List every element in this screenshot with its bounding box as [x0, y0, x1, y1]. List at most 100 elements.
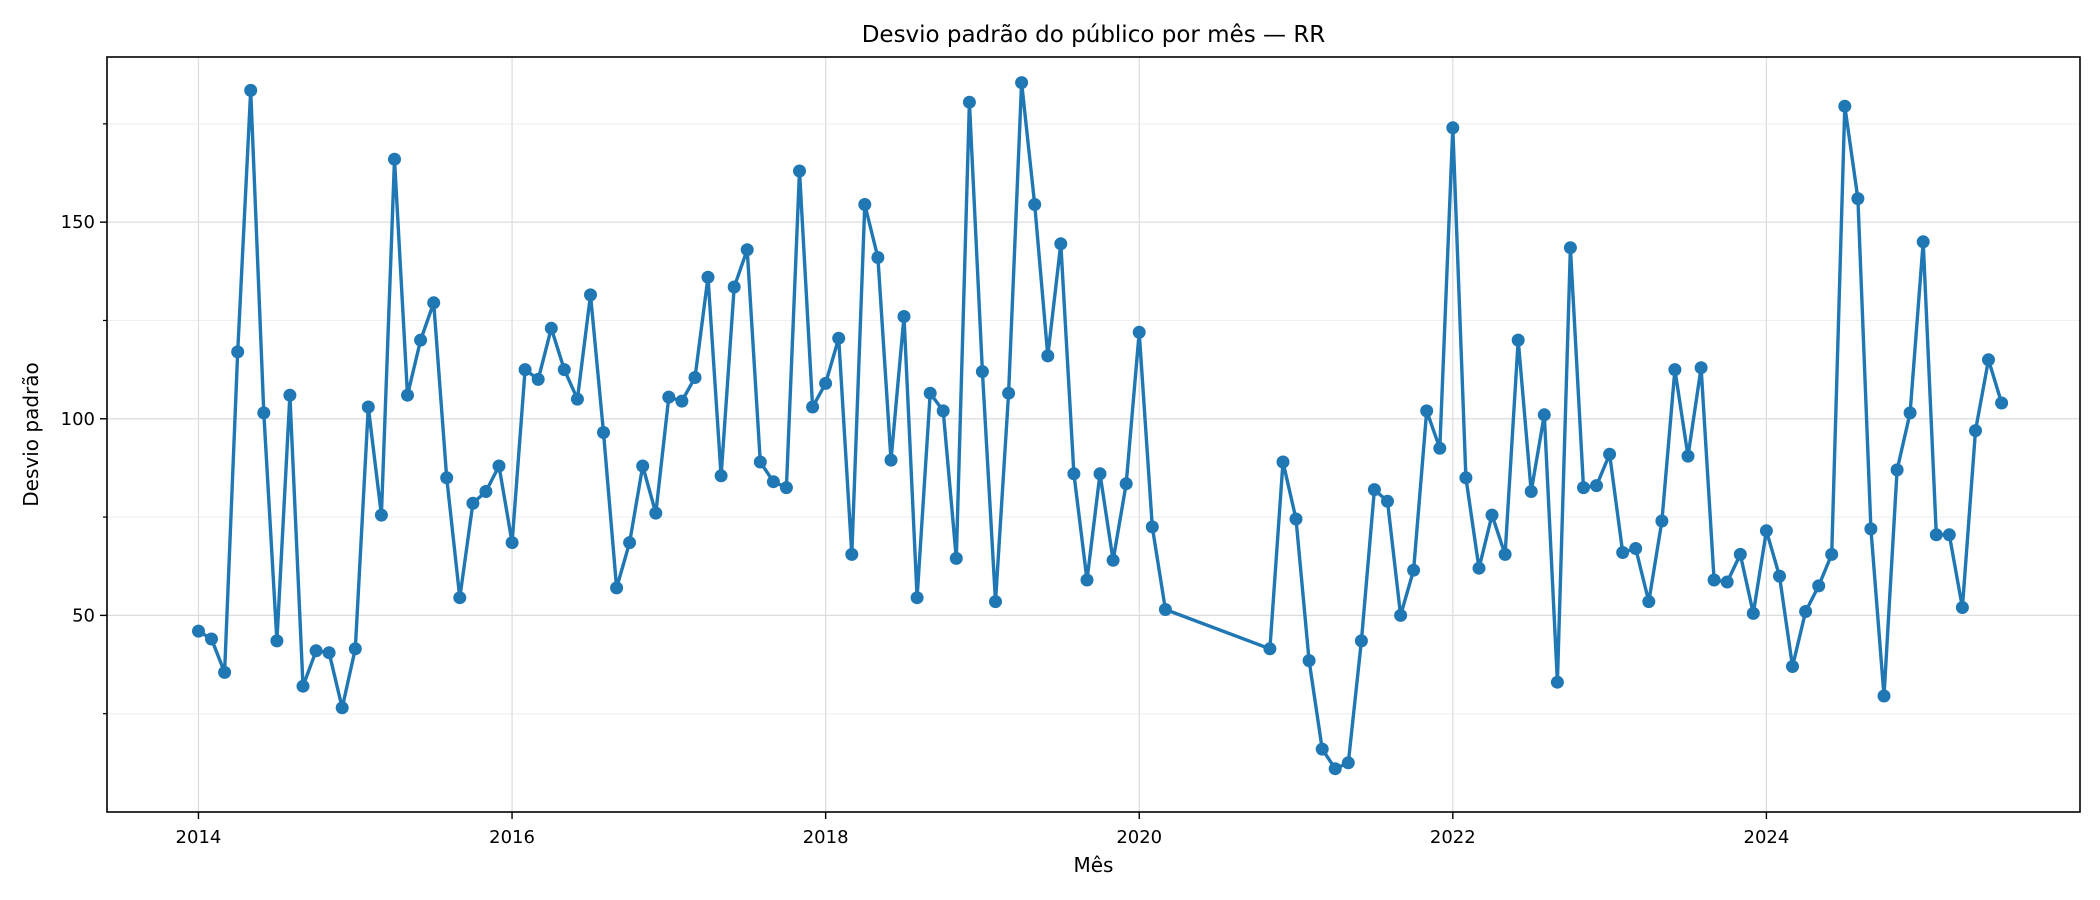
data-point [662, 390, 676, 404]
data-point [1524, 485, 1538, 498]
series-line [196, 80, 2004, 771]
data-point [910, 591, 924, 605]
data-point [584, 288, 597, 302]
data-point [597, 426, 610, 439]
data-point [1459, 471, 1473, 485]
x-tick-label: 2016 [489, 827, 535, 848]
data-point [1746, 606, 1760, 620]
data-point [949, 551, 963, 565]
data-point [1825, 547, 1839, 561]
data-point [1916, 235, 1930, 249]
data-point [401, 388, 414, 402]
x-tick-label: 2018 [803, 827, 849, 848]
data-point [1381, 494, 1394, 508]
data-point [1276, 455, 1290, 469]
data-point [1511, 333, 1525, 347]
data-point [1563, 241, 1577, 255]
data-point [989, 595, 1002, 609]
data-point [1537, 408, 1551, 422]
data-point [348, 642, 362, 656]
data-point [244, 83, 258, 97]
data-point [1603, 447, 1617, 461]
data-point [1328, 762, 1342, 776]
y-tick-label: 100 [61, 409, 95, 430]
data-point [570, 392, 584, 406]
data-point [1550, 675, 1564, 689]
data-point [871, 251, 885, 264]
y-tick-label: 50 [72, 605, 95, 626]
data-point [309, 644, 323, 658]
data-point [1890, 463, 1904, 477]
data-point [192, 624, 205, 638]
data-point [505, 536, 519, 550]
data-point [806, 400, 820, 414]
data-point [779, 481, 793, 495]
data-point [701, 270, 715, 284]
data-point [414, 333, 428, 347]
data-point [1054, 237, 1068, 251]
data-point [1720, 575, 1734, 589]
data-point [1616, 546, 1630, 559]
data-point [374, 508, 388, 522]
data-point [1799, 605, 1813, 618]
data-point [1354, 634, 1368, 648]
data-point [1629, 542, 1643, 555]
data-point [714, 469, 728, 483]
data-point [1969, 424, 1982, 438]
data-point [544, 321, 558, 335]
data-point [962, 95, 976, 109]
data-point [1106, 553, 1120, 567]
data-point [531, 372, 545, 386]
data-point [936, 404, 950, 418]
data-point [1995, 396, 2009, 410]
data-point [1773, 569, 1786, 583]
data-point [1119, 477, 1133, 491]
data-point [296, 679, 310, 693]
data-point [1367, 483, 1381, 497]
data-point [819, 376, 833, 390]
data-point [1158, 603, 1172, 616]
data-point [1498, 547, 1512, 561]
data-point [492, 459, 506, 473]
data-point [1655, 514, 1669, 528]
data-point [1733, 547, 1747, 561]
data-point [1590, 479, 1603, 493]
data-point [270, 634, 284, 648]
data-point [610, 581, 624, 595]
data-point [335, 701, 349, 715]
data-point [688, 371, 702, 384]
data-point [766, 475, 780, 489]
data-point [1407, 563, 1421, 577]
data-point [740, 243, 754, 257]
data-point [832, 331, 846, 345]
data-point [753, 455, 767, 469]
data-point [388, 152, 401, 166]
data-point [1812, 579, 1826, 593]
data-point [1759, 524, 1773, 538]
x-tick-label: 2022 [1430, 827, 1476, 848]
data-point [218, 665, 232, 679]
data-point [1263, 642, 1277, 656]
data-point [1067, 467, 1081, 481]
data-point [1877, 689, 1891, 703]
data-point [1041, 349, 1055, 363]
series-layer [192, 76, 2009, 776]
data-point [1080, 573, 1094, 587]
data-point [518, 363, 532, 377]
data-point [1015, 76, 1029, 90]
data-point [1341, 756, 1355, 770]
data-point [727, 280, 741, 294]
data-point [453, 591, 467, 605]
data-point [1955, 601, 1969, 614]
data-point [440, 471, 454, 485]
data-point [897, 310, 911, 323]
data-point [1028, 198, 1042, 211]
data-point [649, 506, 663, 520]
data-point [557, 363, 571, 377]
y-tick-label: 150 [61, 212, 95, 233]
chart-title: Desvio padrão do público por mês — RR [862, 22, 1326, 48]
data-point [845, 547, 859, 561]
data-point [675, 394, 689, 408]
x-tick-label: 2014 [176, 827, 222, 848]
